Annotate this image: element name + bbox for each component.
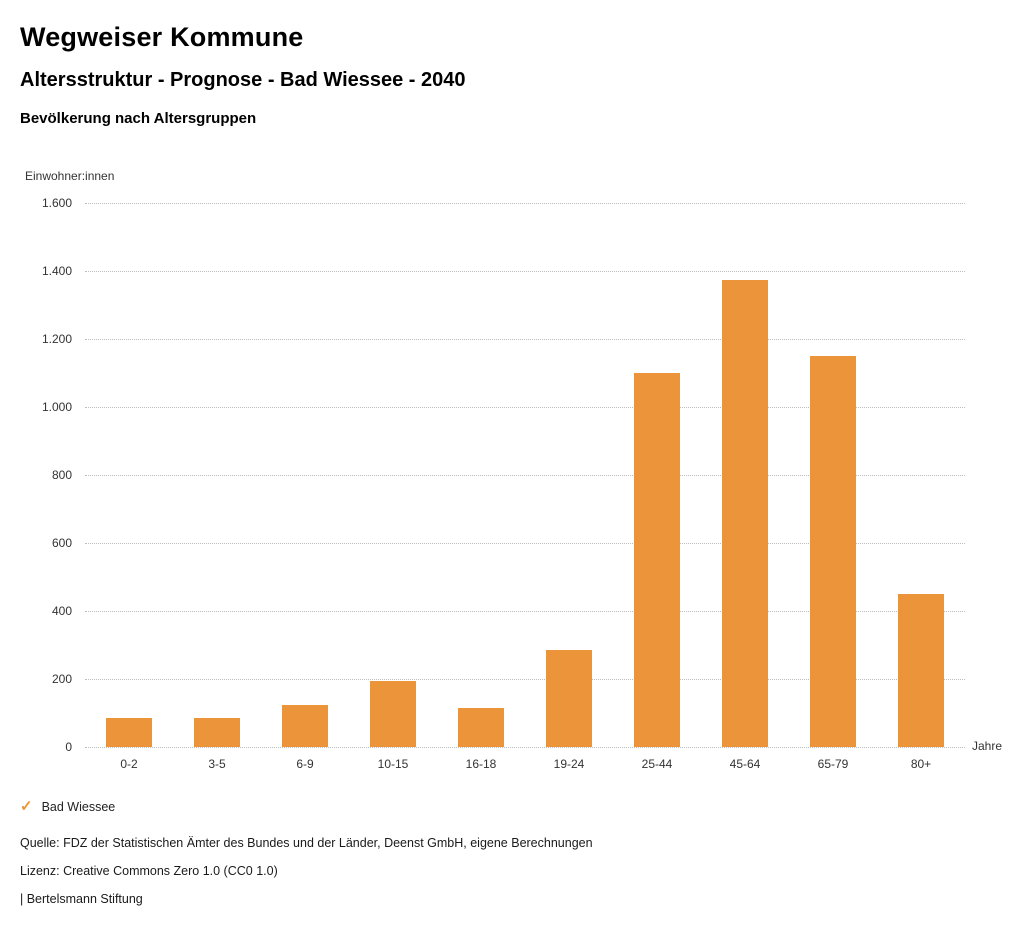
- bar-slot: [789, 203, 877, 747]
- bar-6-9[interactable]: [282, 704, 328, 747]
- bar-25-44[interactable]: [634, 373, 680, 747]
- x-tick-label: 16-18: [465, 757, 497, 771]
- x-axis-labels: 0-2 3-5 6-9 10-15 16-18 19-24 25-44 45-64 65-79 8…: [85, 757, 965, 771]
- bar-slot: [525, 203, 613, 747]
- bar-3-5[interactable]: [194, 718, 240, 747]
- attribution-text: | Bertelsmann Stiftung: [20, 892, 143, 906]
- bar-16-18[interactable]: [458, 707, 504, 747]
- plot-area: [85, 203, 965, 748]
- y-tick-label: 0: [65, 740, 72, 754]
- bar-0-2[interactable]: [106, 718, 152, 747]
- bar-10-15[interactable]: [370, 680, 416, 747]
- y-tick-label: 1.200: [41, 332, 72, 346]
- bar-slot: [173, 203, 261, 747]
- chart-title: Bevölkerung nach Altersgruppen: [20, 110, 257, 127]
- y-tick-label: 800: [51, 468, 72, 482]
- y-tick-label: 400: [51, 604, 72, 618]
- bar-80+[interactable]: [898, 594, 944, 747]
- gridline: [85, 747, 965, 748]
- x-axis-unit: Jahre: [972, 739, 1003, 753]
- x-tick-label: 10-15: [377, 757, 409, 771]
- page: Wegweiser Kommune Altersstruktur - Progn…: [20, 22, 1004, 906]
- legend-label: Bad Wiessee: [41, 799, 116, 814]
- x-tick-label: 19-24: [553, 757, 585, 771]
- x-tick-label: 25-44: [641, 757, 673, 771]
- footer: Quelle: FDZ der Statistischen Ämter des …: [20, 836, 1004, 906]
- plot-wrap: 0 200 400 600 800 1.000 1.200 1.400 1.600 Jahre: [20, 196, 1004, 754]
- y-tick-label: 1.000: [41, 400, 72, 414]
- gridline: [85, 611, 965, 612]
- x-tick-label: 6-9: [296, 757, 314, 771]
- y-axis-labels: 0 200 400 600 800 1.000 1.200 1.400 1.600: [20, 196, 72, 754]
- bar-slot: [701, 203, 789, 747]
- bar-slot: [437, 203, 525, 747]
- page-title: Wegweiser Kommune: [20, 22, 304, 52]
- y-axis-title: Einwohner:innen: [25, 169, 115, 183]
- bar-slot: [613, 203, 701, 747]
- x-tick-label: 3-5: [208, 757, 226, 771]
- page-subtitle: Altersstruktur - Prognose - Bad Wiessee …: [20, 69, 466, 91]
- x-tick-label: 65-79: [817, 757, 849, 771]
- x-tick-label: 80+: [910, 757, 932, 771]
- bar-65-79[interactable]: [810, 356, 856, 747]
- source-text: Quelle: FDZ der Statistischen Ämter des …: [20, 836, 593, 850]
- y-tick-label: 1.400: [41, 264, 72, 278]
- age-structure-bar-chart: Einwohner:innen 0 200 400 600 800 1.000 1.200 1…: [20, 169, 1004, 771]
- legend-item-bad-wiessee[interactable]: ✓ Bad Wiessee: [20, 799, 115, 814]
- license-text: Lizenz: Creative Commons Zero 1.0 (CC0 1…: [20, 864, 278, 878]
- bar-19-24[interactable]: [546, 650, 592, 747]
- gridline: [85, 271, 965, 272]
- y-tick-label: 200: [51, 672, 72, 686]
- bar-slot: [877, 203, 965, 747]
- gridline: [85, 475, 965, 476]
- x-tick-label: 0-2: [120, 757, 138, 771]
- bar-slot: [349, 203, 437, 747]
- gridline: [85, 543, 965, 544]
- bar-slot: [261, 203, 349, 747]
- bars-container: [85, 203, 965, 747]
- legend-check-icon: ✓: [20, 798, 33, 815]
- bar-45-64[interactable]: [722, 279, 768, 747]
- gridline: [85, 407, 965, 408]
- gridline: [85, 679, 965, 680]
- bar-slot: [85, 203, 173, 747]
- x-tick-label: 45-64: [729, 757, 761, 771]
- y-tick-label: 1.600: [41, 196, 72, 210]
- y-tick-label: 600: [51, 536, 72, 550]
- gridline: [85, 339, 965, 340]
- gridline: [85, 203, 965, 204]
